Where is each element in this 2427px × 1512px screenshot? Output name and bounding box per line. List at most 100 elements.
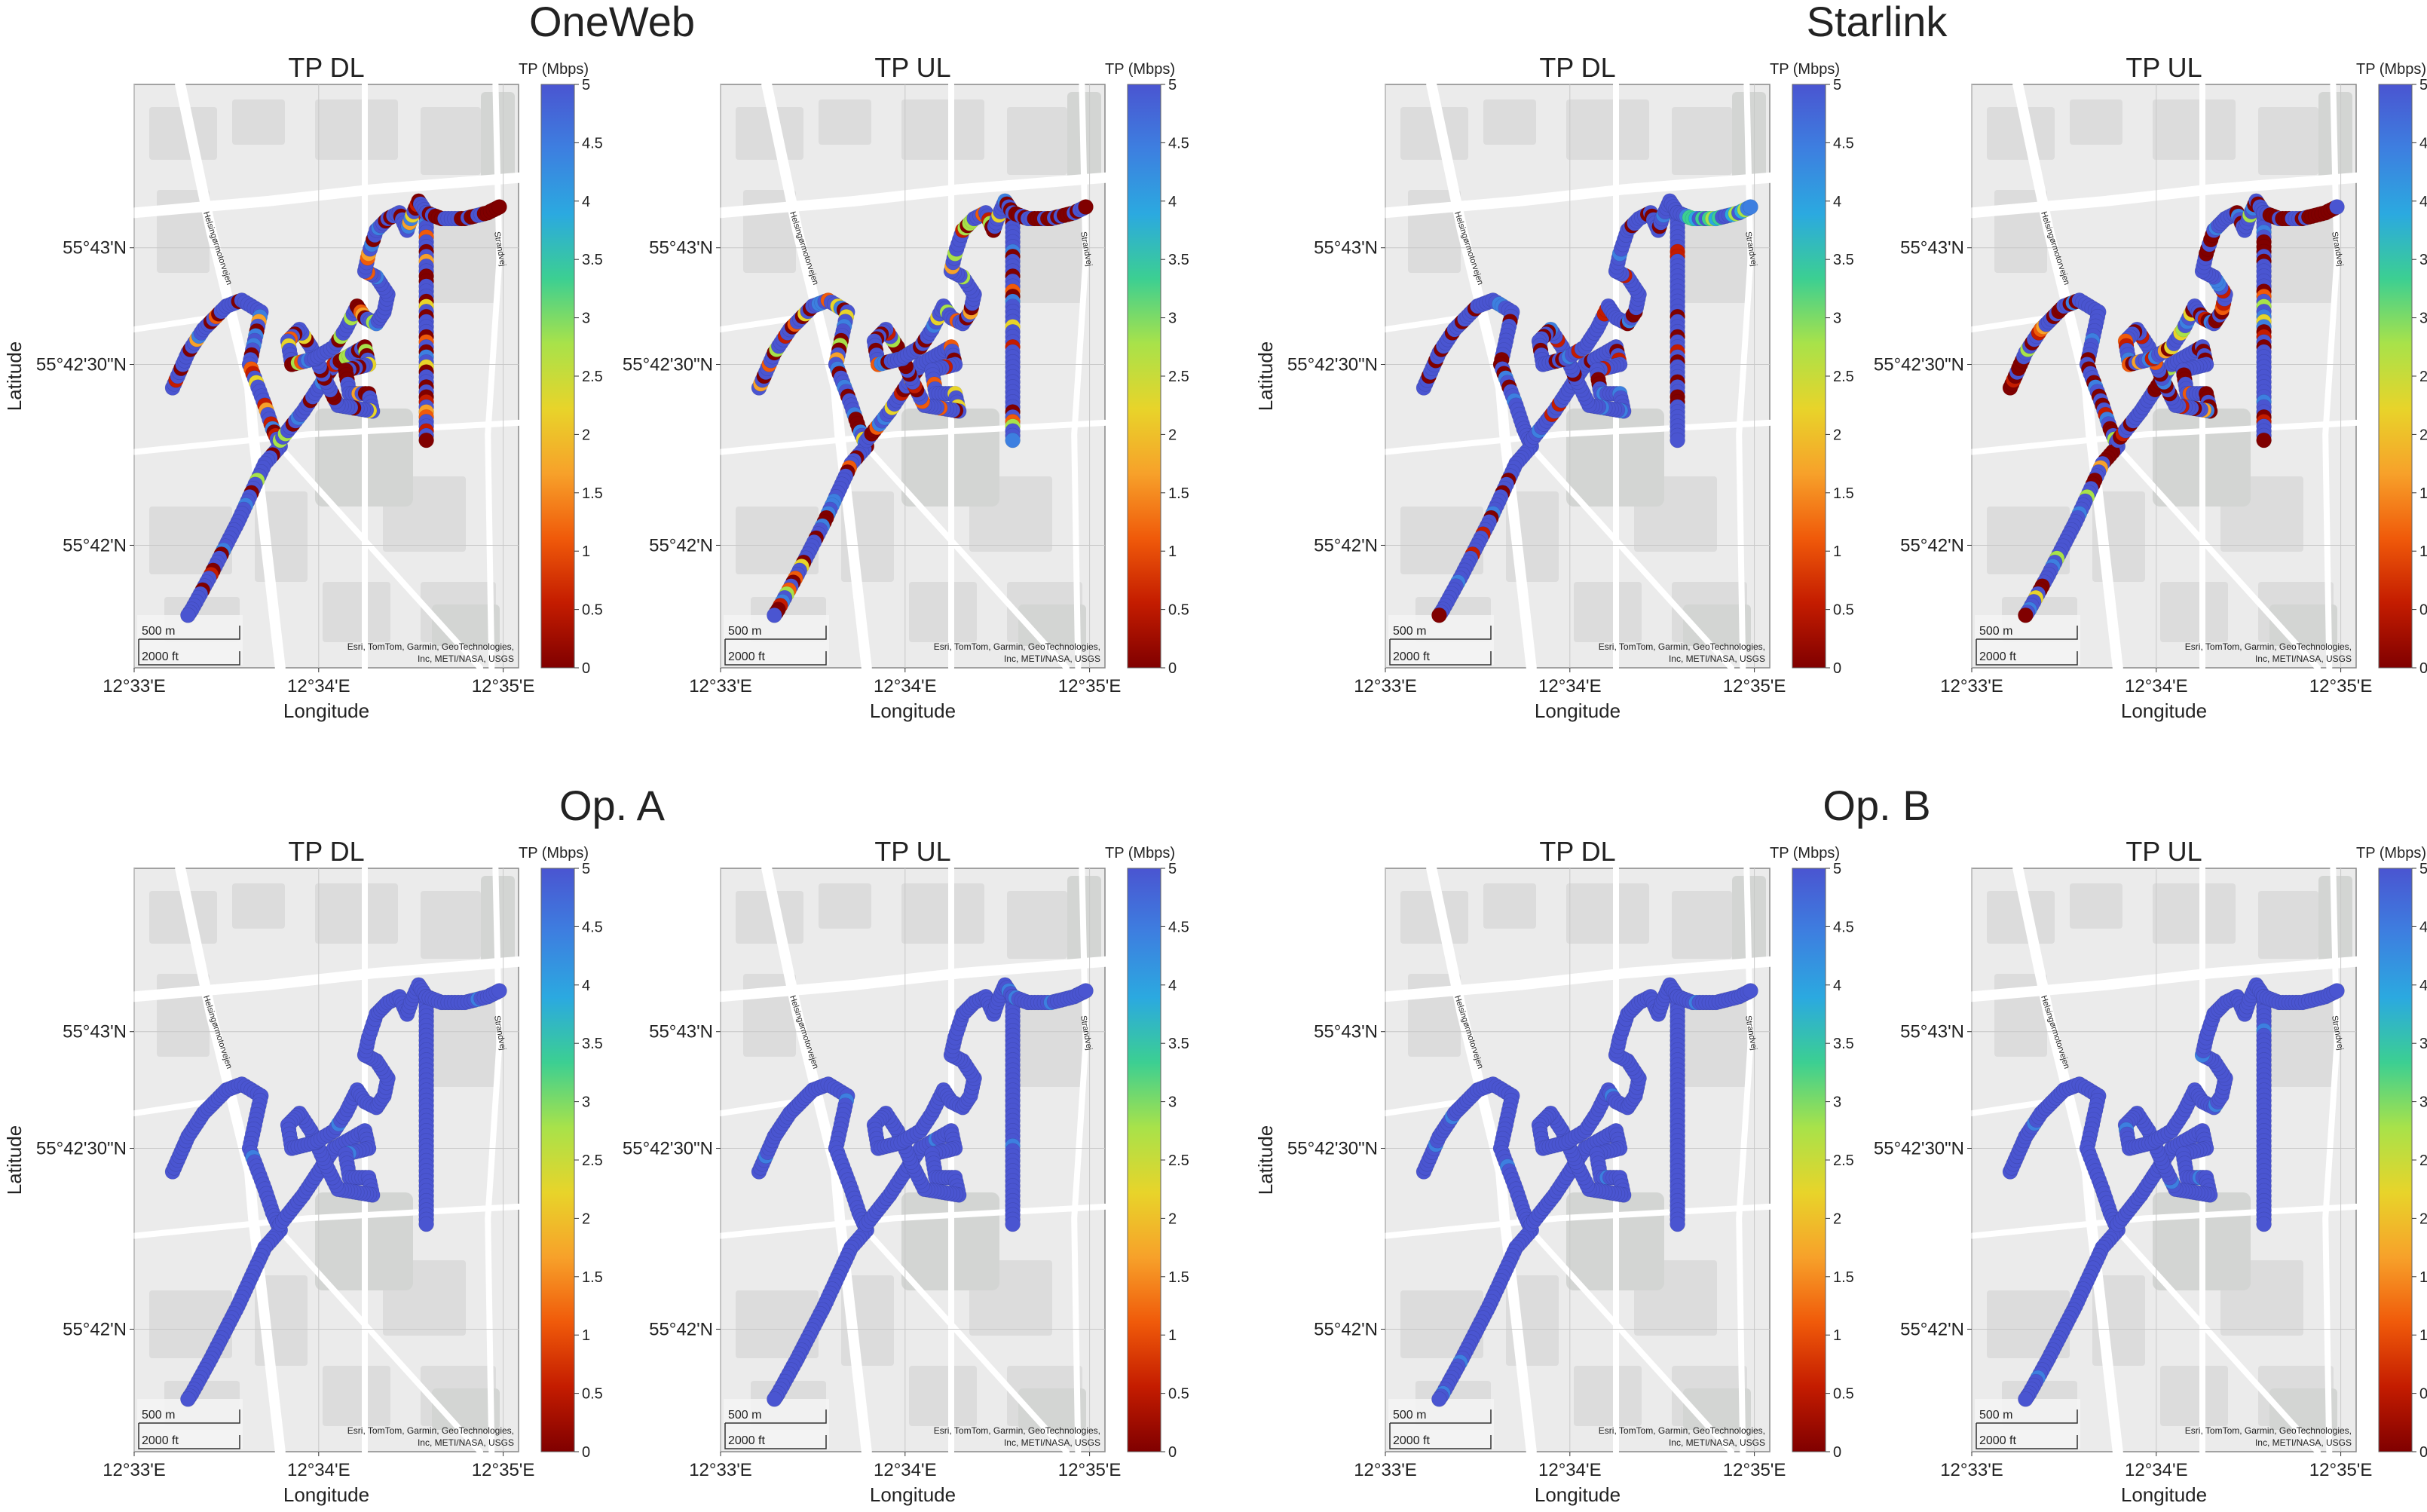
y-tick-label: 55°42'N — [63, 1319, 127, 1339]
colorbar-tick-label: 4 — [1833, 194, 1841, 210]
road-line — [2322, 81, 2340, 671]
colorbar-tick-label: 1.5 — [2419, 485, 2427, 502]
panel-title: TP UL — [874, 836, 950, 867]
scale-bar-feet — [1389, 639, 1492, 666]
city-block — [819, 99, 871, 145]
road-line — [1969, 314, 2052, 333]
road-line — [1380, 172, 1775, 219]
city-block — [149, 891, 217, 944]
colorbar-tick-label: 1 — [1833, 1327, 1841, 1344]
attribution-line-1: Esri, TomTom, Garmin, GeoTechnologies, — [1599, 1425, 1765, 1436]
scale-bar-meters — [1976, 626, 2078, 640]
y-tick-label: 55°43'N — [649, 238, 713, 259]
colorbar-tick-label: 3.5 — [2419, 252, 2427, 268]
city-block — [2258, 107, 2318, 175]
scale-bar-feet — [724, 639, 827, 666]
scale-bar-background — [137, 615, 243, 665]
colorbar-tick-label: 2 — [1168, 1211, 1177, 1227]
track-point — [2018, 607, 2034, 623]
x-tick-label: 12°34'E — [287, 1460, 350, 1480]
track-point — [1743, 983, 1758, 999]
city-block — [428, 996, 496, 1087]
attribution-line-2: Inc, METI/NASA, USGS — [1669, 1437, 1765, 1448]
colorbar-tick-label: 0.5 — [2419, 1386, 2427, 1403]
track-point — [767, 1391, 782, 1407]
y-tick-label: 55°42'N — [63, 535, 127, 556]
x-tick-label: 12°35'E — [1058, 1460, 1122, 1480]
scale-label-feet: 2000 ft — [728, 650, 765, 663]
panel-title: TP DL — [1539, 836, 1615, 867]
colorbar-tick-label: 2.5 — [2419, 1152, 2427, 1169]
x-tick-label: 12°33'E — [689, 1460, 752, 1480]
road-line — [2103, 431, 2321, 671]
y-tick-label: 55°42'N — [649, 1319, 713, 1339]
city-block — [428, 213, 496, 303]
road-line — [1071, 81, 1089, 671]
scale-bar-feet — [138, 639, 240, 666]
colorbar-tick-label: 1 — [582, 1327, 590, 1344]
road-line — [131, 314, 214, 333]
track-point — [491, 199, 507, 215]
colorbar-tick-label: 5 — [1833, 861, 1841, 877]
city-block — [2153, 883, 2236, 944]
city-block — [1483, 883, 1536, 929]
track-point — [1670, 432, 1685, 448]
x-tick-label: 12°33'E — [1940, 1460, 2003, 1480]
city-block — [1015, 996, 1082, 1087]
scale-bar-meters — [139, 626, 240, 640]
track-point — [180, 607, 196, 623]
colorbar-title: TP (Mbps) — [1105, 845, 1175, 862]
scale-label-feet: 2000 ft — [1393, 650, 1430, 663]
attribution-line-1: Esri, TomTom, Garmin, GeoTechnologies, — [2185, 641, 2352, 652]
x-tick-label: 12°33'E — [689, 676, 752, 696]
road-line — [2012, 79, 2123, 673]
y-axis-label: Latitude — [3, 1125, 26, 1195]
y-tick-label: 55°42'30"N — [623, 355, 713, 375]
colorbar — [2378, 84, 2413, 669]
scale-bar-meters — [725, 626, 827, 640]
city-block — [1672, 107, 1732, 175]
city-block — [2070, 883, 2122, 929]
x-axis-label: Longitude — [1535, 699, 1621, 722]
scale-label-meters: 500 m — [728, 625, 761, 638]
track-point — [1743, 199, 1758, 215]
y-tick-label: 55°42'30"N — [1287, 1139, 1378, 1159]
x-tick-label: 12°34'E — [874, 676, 937, 696]
colorbar-tick-label: 4 — [582, 194, 590, 210]
colorbar-tick-label: 4 — [1168, 978, 1177, 994]
colorbar-tick-label: 0 — [582, 1444, 590, 1461]
scale-bar-feet — [724, 1423, 827, 1449]
colorbar — [1792, 868, 1826, 1452]
colorbar-tick-label: 0 — [1168, 660, 1177, 677]
colorbar-tick-label: 1 — [1168, 543, 1177, 560]
y-tick-label: 55°42'N — [1900, 535, 1964, 556]
colorbar-tick-label: 3 — [1168, 1094, 1177, 1111]
track-point — [2329, 199, 2345, 215]
city-block — [1574, 582, 1642, 642]
panel-title: TP UL — [2126, 836, 2202, 867]
colorbar-tick-label: 5 — [1168, 861, 1177, 877]
y-tick-label: 55°42'30"N — [1874, 355, 1964, 375]
y-axis-label: Latitude — [1254, 341, 1277, 412]
city-block — [2153, 99, 2236, 160]
road-line — [852, 431, 1070, 671]
city-block — [909, 1366, 977, 1426]
scale-label-feet: 2000 ft — [1393, 1434, 1430, 1447]
colorbar-tick-label: 0.5 — [2419, 602, 2427, 619]
colorbar-tick-label: 0.5 — [1168, 602, 1189, 619]
road-line — [718, 1203, 1108, 1239]
scale-label-meters: 500 m — [1979, 625, 2012, 638]
track-point — [1078, 983, 1094, 999]
attribution-line-1: Esri, TomTom, Garmin, GeoTechnologies, — [934, 641, 1100, 652]
y-tick-label: 55°42'30"N — [36, 355, 127, 375]
scale-bar-feet — [138, 1423, 240, 1449]
y-tick-label: 55°42'N — [1900, 1319, 1964, 1339]
colorbar-tick-label: 0.5 — [1168, 1386, 1189, 1403]
panel-title: TP DL — [1539, 52, 1615, 83]
colorbar-title: TP (Mbps) — [2356, 61, 2426, 78]
attribution-line-2: Inc, METI/NASA, USGS — [1004, 1437, 1100, 1448]
y-tick-label: 55°43'N — [1314, 238, 1378, 259]
scale-bar-background — [137, 1399, 243, 1449]
